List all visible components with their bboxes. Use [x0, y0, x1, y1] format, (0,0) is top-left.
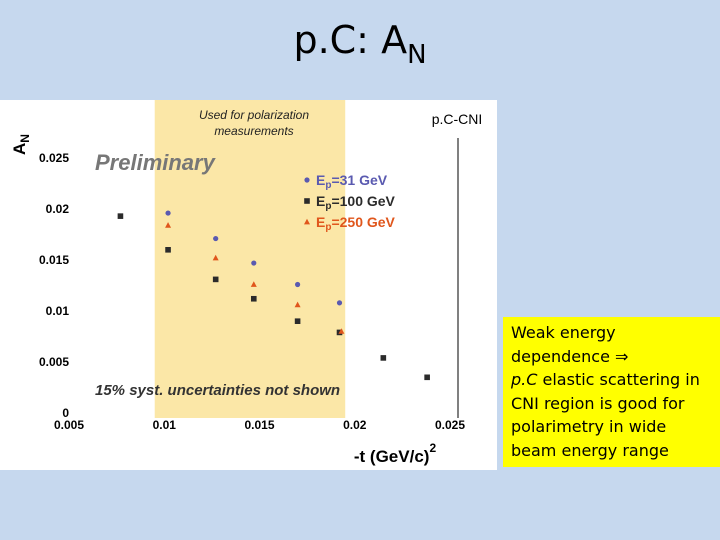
syst-note: 15% syst. uncertainties not shown — [95, 382, 340, 399]
data-point-series-1 — [251, 260, 257, 266]
data-point-series-2 — [380, 355, 387, 361]
x-axis-label-sup: 2 — [429, 441, 436, 455]
implies-icon: ⇒ — [615, 346, 629, 366]
x-tick-label: 0.01 — [153, 418, 177, 432]
note-line-3-italic: p.C — [511, 370, 538, 389]
data-point-series-1 — [165, 210, 171, 216]
data-point-series-2 — [294, 318, 301, 324]
y-axis-label-main: A — [10, 143, 29, 155]
legend-label-1: Ep=31 GeV — [316, 172, 388, 191]
data-point-series-2 — [165, 247, 171, 253]
data-point-series-3 — [165, 222, 172, 228]
data-point-series-1 — [295, 281, 301, 288]
data-point-series-2 — [424, 374, 430, 381]
data-point-series-2 — [117, 213, 124, 219]
data-point-series-1 — [336, 300, 343, 306]
x-axis-label: -t (GeV/c)2 — [354, 441, 437, 466]
pc-cni-label: p.C-CNI — [432, 111, 483, 127]
band-label-line2: measurements — [214, 124, 293, 138]
slide-title-subscript: N — [407, 40, 427, 70]
y-ticks: 0 0.005 0.01 0.015 0.02 0.025 — [39, 151, 69, 420]
note-line-1: Weak energy — [511, 323, 616, 342]
legend-marker-1 — [304, 177, 310, 183]
x-tick-label: 0.005 — [54, 418, 84, 432]
note-line-2-text: dependence — [511, 346, 610, 366]
x-ticks: 0.005 0.01 0.015 0.02 0.025 — [54, 418, 465, 432]
y-tick-label: 0.005 — [39, 355, 69, 369]
data-point-series-3 — [212, 254, 219, 261]
legend: Ep=31 GeV Ep=100 GeV Ep=250 GeV — [304, 172, 396, 233]
y-tick-label: 0.025 — [39, 151, 69, 165]
legend-marker-2 — [304, 198, 310, 204]
data-point-series-2 — [212, 276, 219, 283]
note-line-2: dependence ⇒ — [511, 345, 712, 369]
data-point-series-3 — [338, 328, 345, 334]
y-tick-label: 0.01 — [46, 304, 70, 318]
data-point-series-1 — [213, 235, 219, 242]
note-line-5: polarimetry in wide — [511, 417, 667, 436]
preliminary-label: Preliminary — [95, 150, 217, 175]
y-tick-label: 0.015 — [39, 253, 69, 267]
y-tick-label: 0.02 — [46, 202, 70, 216]
conclusion-note: Weak energy dependence ⇒ p.C elastic sca… — [503, 317, 720, 467]
x-tick-label: 0.02 — [343, 418, 367, 432]
slide-title: p.C: AN — [0, 18, 720, 70]
y-tick-label: 0 — [62, 406, 69, 420]
data-point-series-2 — [250, 295, 257, 302]
legend-marker-3 — [304, 218, 310, 225]
note-line-4: CNI region is good for — [511, 393, 685, 413]
note-line-3: p.C elastic scattering in — [511, 368, 712, 392]
data-points — [117, 210, 430, 381]
legend-label-3: Ep=250 GeV — [316, 214, 396, 233]
y-axis-label: AN — [10, 134, 32, 155]
legend-label-2: Ep=100 GeV — [316, 193, 396, 212]
band-label-line1: Used for polarization — [199, 108, 309, 122]
plot-panel: Used for polarization measurements p.C-C… — [0, 100, 497, 470]
polarization-band — [154, 100, 346, 418]
note-line-6: beam energy range — [511, 440, 669, 460]
data-point-series-3 — [250, 281, 257, 287]
note-line-3-rest: elastic scattering in — [537, 370, 700, 389]
an-vs-t-chart: Used for polarization measurements p.C-C… — [10, 100, 483, 466]
x-axis-label-main: -t (GeV/c) — [354, 447, 430, 466]
x-tick-label: 0.015 — [244, 418, 274, 432]
data-point-series-3 — [294, 301, 301, 308]
x-tick-label: 0.025 — [435, 418, 465, 432]
y-axis-label-sub: N — [18, 134, 32, 143]
slide-title-text: p.C: A — [293, 18, 408, 62]
